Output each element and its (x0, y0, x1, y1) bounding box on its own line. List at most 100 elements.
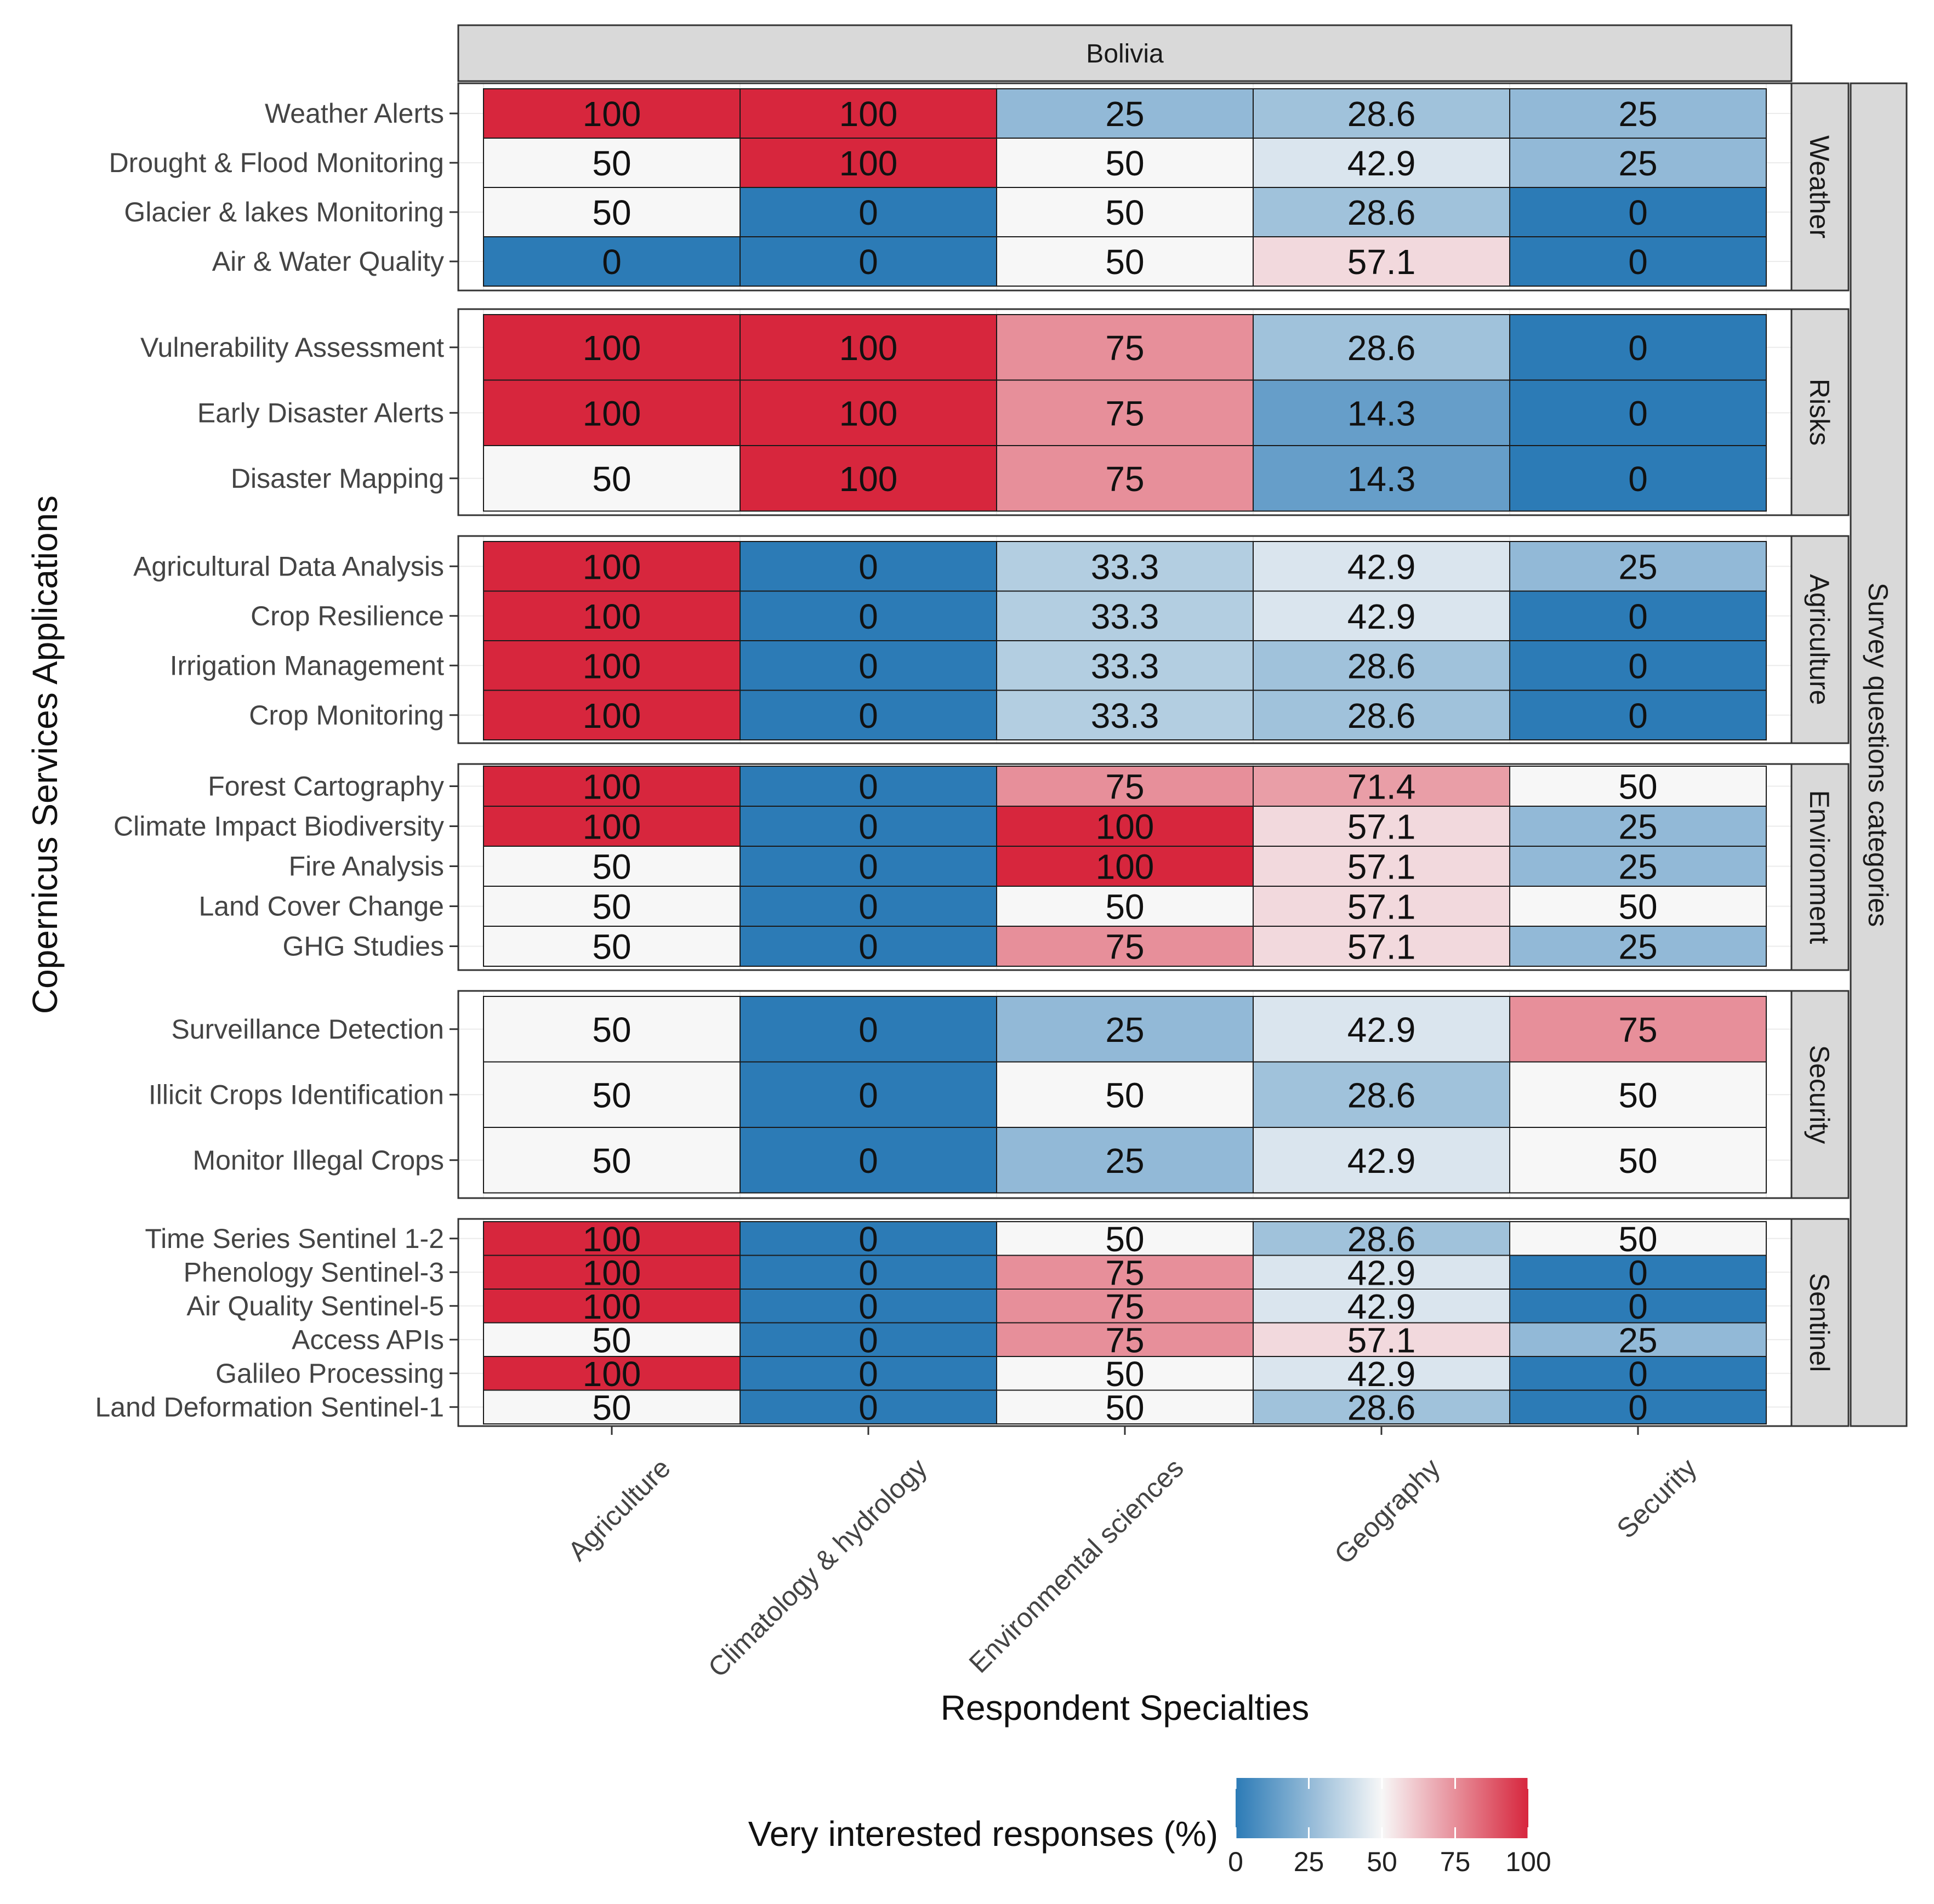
heatmap-cell (1253, 766, 1510, 807)
heatmap-cell (1253, 541, 1510, 592)
cell-label: 100 (583, 1253, 641, 1292)
cell-label: 14.3 (1347, 459, 1416, 499)
cell-label: 50 (592, 1320, 631, 1360)
cell-label: 0 (1628, 1287, 1648, 1326)
cell-label: 25 (1618, 807, 1657, 847)
cell-label: 0 (858, 1010, 878, 1050)
cell-label: 100 (839, 144, 898, 183)
heatmap-cell (1253, 1061, 1510, 1128)
x-axis-title: Respondent Specialties (941, 1688, 1309, 1728)
cell-label: 0 (1628, 597, 1648, 636)
y-axis-title: Copernicus Services Applications (25, 495, 65, 1014)
cell-label: 25 (1105, 1141, 1144, 1181)
facet-strip (1790, 308, 1850, 516)
heatmap-cell (1253, 1322, 1510, 1357)
heatmap-cell (996, 1255, 1254, 1290)
cell-label: 0 (1628, 1253, 1648, 1292)
cell-label: 75 (1105, 1253, 1144, 1292)
heatmap-cell (996, 88, 1254, 139)
y-tick-label: Agricultural Data Analysis (133, 551, 444, 582)
legend-title: Very interested responses (%) (748, 1814, 1218, 1854)
heatmap-cell (483, 1127, 741, 1194)
cell-label: 75 (1105, 328, 1144, 368)
heatmap-cell (483, 1061, 741, 1128)
cell-label: 57.1 (1347, 242, 1416, 282)
heatmap-cell (740, 1255, 997, 1290)
heatmap-cell (996, 1221, 1254, 1256)
y-tick-label: Vulnerability Assessment (140, 332, 444, 363)
heatmap-cell (996, 689, 1254, 740)
heatmap-cell (483, 541, 741, 592)
heatmap-cell (483, 88, 741, 139)
heatmap-cell (1509, 236, 1767, 287)
cell-label: 50 (1105, 193, 1144, 232)
cell-label: 0 (858, 1320, 878, 1360)
heatmap-cell (996, 806, 1254, 847)
cell-label: 42.9 (1347, 597, 1416, 636)
cell-label: 75 (1105, 1287, 1144, 1326)
x-tick-label: Environmental sciences (963, 1452, 1190, 1679)
cell-label: 100 (583, 1219, 641, 1259)
cell-label: 28.6 (1347, 1219, 1416, 1259)
cell-label: 25 (1105, 1010, 1144, 1050)
heatmap-cell (996, 138, 1254, 188)
y-tick-label: Forest Cartography (208, 771, 444, 802)
y-tick-label: Glacier & lakes Monitoring (124, 197, 444, 227)
heatmap-cell (740, 236, 997, 287)
heatmap-cell (740, 1356, 997, 1391)
y-tick-label: Phenology Sentinel-3 (184, 1257, 444, 1287)
cell-label: 0 (1628, 1354, 1648, 1394)
heatmap-cell (483, 926, 741, 967)
cell-label: 50 (1618, 1141, 1657, 1181)
heatmap-cell (483, 846, 741, 887)
facet-strip (1790, 535, 1850, 744)
heatmap-cell (1509, 996, 1767, 1063)
y-tick-label: Drought & Flood Monitoring (109, 147, 444, 178)
legend-tick-label: 0 (1228, 1846, 1243, 1877)
cell-label: 50 (592, 459, 631, 499)
facet-label: Agriculture (1804, 574, 1835, 705)
heatmap-cell (483, 640, 741, 691)
heatmap-cell (483, 689, 741, 740)
heatmap-cell (1253, 88, 1510, 139)
cell-label: 50 (1105, 887, 1144, 927)
heatmap-cell (483, 590, 741, 641)
cell-label: 28.6 (1347, 1075, 1416, 1115)
outer-facet-strip (1850, 82, 1908, 1427)
cell-label: 50 (1105, 242, 1144, 282)
cell-label: 25 (1618, 847, 1657, 887)
heatmap-cell (740, 1289, 997, 1324)
heatmap-cell (483, 187, 741, 237)
heatmap-cell (1253, 445, 1510, 512)
heatmap-cell (740, 138, 997, 188)
heatmap-cell (1509, 1356, 1767, 1391)
cell-label: 33.3 (1091, 597, 1159, 636)
heatmap-cell (1253, 1289, 1510, 1324)
cell-label: 50 (1105, 1388, 1144, 1427)
heatmap-cell (996, 314, 1254, 381)
heatmap-cell (996, 379, 1254, 446)
y-tick-label: Air & Water Quality (212, 246, 444, 277)
cell-label: 50 (592, 1141, 631, 1181)
heatmap-cell (996, 541, 1254, 592)
heatmap-cell (740, 379, 997, 446)
heatmap-cell (1253, 1255, 1510, 1290)
y-tick-label: GHG Studies (282, 931, 444, 962)
cell-label: 0 (1628, 394, 1648, 433)
y-tick-label: Time Series Sentinel 1-2 (145, 1223, 444, 1254)
cell-label: 0 (858, 646, 878, 686)
cell-label: 42.9 (1347, 1253, 1416, 1292)
heatmap-cell (1509, 1221, 1767, 1256)
legend-tick-label: 50 (1367, 1846, 1397, 1877)
heatmap-cell (1253, 806, 1510, 847)
heatmap-cell (740, 314, 997, 381)
heatmap-cell (740, 846, 997, 887)
heatmap-cell (1253, 689, 1510, 740)
cell-label: 100 (583, 646, 641, 686)
cell-label: 50 (1105, 1354, 1144, 1394)
heatmap-cell (1253, 996, 1510, 1063)
cell-label: 0 (858, 767, 878, 807)
cell-label: 33.3 (1091, 547, 1159, 586)
cell-label: 75 (1105, 927, 1144, 967)
facet-strip (1790, 763, 1850, 971)
